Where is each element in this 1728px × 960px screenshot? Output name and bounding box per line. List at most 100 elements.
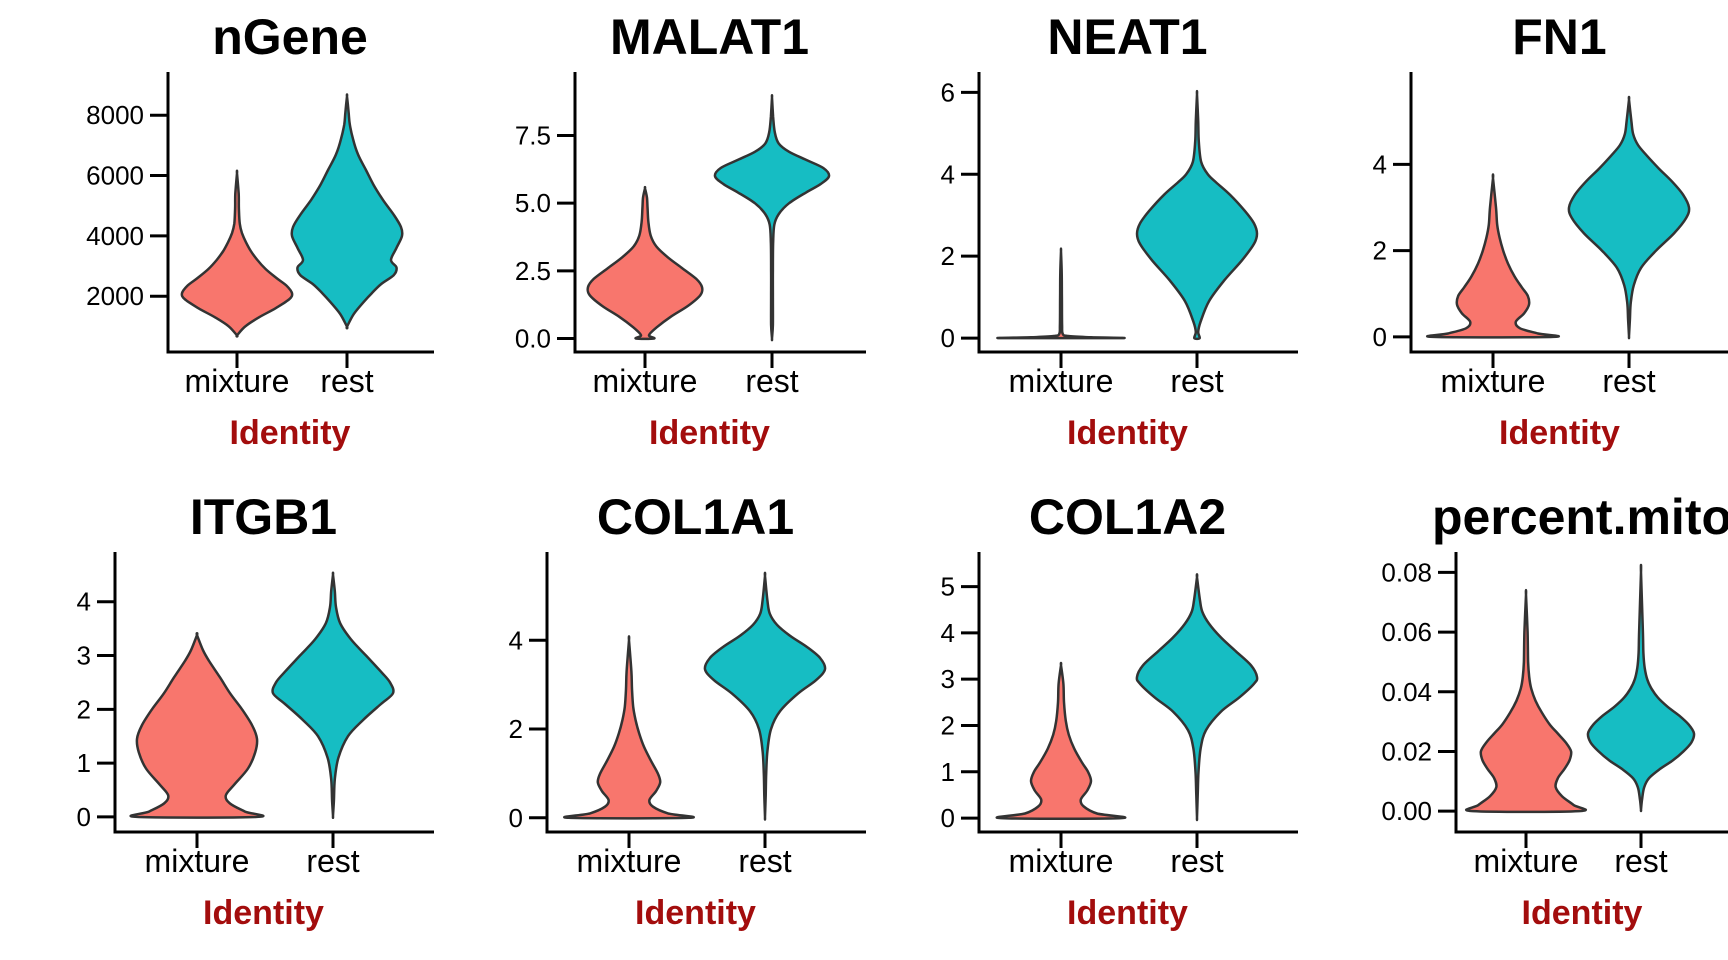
neat1-plot: NEAT1 0 2 4 6 mixture rest Identity	[941, 9, 1298, 452]
y-tick-label: 2	[77, 694, 91, 724]
x-tick-label: mixture	[1009, 363, 1114, 399]
violin-rest	[1135, 573, 1259, 822]
x-tick-label: rest	[1614, 843, 1667, 879]
y-tick-label: 0	[77, 802, 91, 832]
panel-title: nGene	[212, 9, 368, 65]
y-tick-label: 3	[77, 641, 91, 671]
ngene-plot: nGene 2000 4000 6000 8000 mixture rest Identi…	[86, 9, 434, 452]
x-tick-label: rest	[1602, 363, 1655, 399]
violin-mixture	[180, 169, 294, 338]
x-axis-title: Identity	[649, 414, 770, 452]
x-tick-label: mixture	[185, 363, 290, 399]
panel-fn1: FN1 0 2 4 mixture rest Identity	[1296, 0, 1728, 480]
x-tick-label: mixture	[1441, 363, 1546, 399]
x-tick-label: rest	[320, 363, 373, 399]
y-tick-label: 0	[941, 803, 955, 833]
panel-percent-mito: percent.mito 0.00 0.02 0.04 0.06 0.08 mixture…	[1296, 480, 1728, 960]
y-tick-label: 1	[77, 748, 91, 778]
x-axis-title: Identity	[230, 414, 351, 452]
panel-neat1: NEAT1 0 2 4 6 mixture rest Identity	[864, 0, 1298, 480]
y-tick-label: 3	[941, 664, 955, 694]
panel-title: COL1A2	[1029, 489, 1226, 545]
violin-mixture	[1425, 173, 1561, 339]
plot-area: 0 2 4 6 mixture rest	[941, 72, 1298, 399]
col1a2-plot: COL1A2 0 1 2 3 4 5 mixture rest Identity	[941, 489, 1298, 932]
plot-area: 0.0 2.5 5.0 7.5 mixture rest	[515, 72, 866, 399]
panel-malat1: MALAT1 0.0 2.5 5.0 7.5 mixture rest Identity	[432, 0, 866, 480]
y-tick-label: 4	[1373, 149, 1387, 179]
y-tick-label: 4	[941, 159, 955, 189]
x-tick-label: mixture	[1474, 843, 1579, 879]
y-tick-label: 1	[941, 757, 955, 787]
plot-area: 0 1 2 3 4 mixture rest	[77, 552, 434, 879]
x-tick-label: mixture	[1009, 843, 1114, 879]
x-axis-title: Identity	[635, 894, 756, 932]
y-tick-label: 5.0	[515, 188, 551, 218]
x-axis-title: Identity	[1067, 414, 1188, 452]
y-tick-label: 0.06	[1381, 617, 1432, 647]
y-tick-label: 7.5	[515, 121, 551, 151]
x-tick-label: rest	[306, 843, 359, 879]
y-tick-label: 2	[509, 714, 523, 744]
violin-mixture	[563, 635, 695, 820]
x-tick-label: rest	[1170, 843, 1223, 879]
panel-title: MALAT1	[610, 9, 809, 65]
panel-title: percent.mito	[1432, 489, 1728, 545]
x-axis-title: Identity	[1499, 414, 1620, 452]
x-tick-label: mixture	[577, 843, 682, 879]
y-tick-label: 4	[509, 625, 523, 655]
violin-rest	[1586, 563, 1696, 813]
y-tick-label: 4	[941, 618, 955, 648]
plot-area: 0 1 2 3 4 5 mixture rest	[941, 552, 1298, 879]
y-tick-label: 0.02	[1381, 736, 1432, 766]
y-tick-label: 6000	[86, 161, 144, 191]
violin-mixture	[995, 661, 1127, 820]
violin-rest	[271, 571, 395, 820]
y-tick-label: 8000	[86, 100, 144, 130]
panel-itgb1: ITGB1 0 1 2 3 4 mixture rest Identity	[0, 480, 434, 960]
violin-mixture	[586, 185, 704, 341]
y-tick-label: 0.0	[515, 323, 551, 353]
y-tick-label: 2.5	[515, 256, 551, 286]
y-tick-label: 4000	[86, 221, 144, 251]
fn1-plot: FN1 0 2 4 mixture rest Identity	[1373, 9, 1728, 452]
panel-col1a1: COL1A1 0 2 4 mixture rest Identity	[432, 480, 866, 960]
panel-title: FN1	[1512, 9, 1606, 65]
panel-title: ITGB1	[190, 489, 337, 545]
plot-area: 0 2 4 mixture rest	[1373, 72, 1728, 399]
x-axis-title: Identity	[203, 894, 324, 932]
x-tick-label: mixture	[593, 363, 698, 399]
y-tick-label: 2	[941, 241, 955, 271]
y-tick-label: 0.04	[1381, 677, 1432, 707]
col1a1-plot: COL1A1 0 2 4 mixture rest Identity	[509, 489, 866, 932]
y-tick-label: 2	[1373, 236, 1387, 266]
y-tick-label: 0.08	[1381, 557, 1432, 587]
violin-rest	[703, 571, 827, 821]
panel-title: NEAT1	[1047, 9, 1207, 65]
panel-ngene: nGene 2000 4000 6000 8000 mixture rest Identi…	[0, 0, 434, 480]
y-tick-label: 4	[77, 587, 91, 617]
x-tick-label: rest	[738, 843, 791, 879]
violin-rest	[1135, 89, 1259, 341]
violin-rest	[290, 93, 404, 330]
x-axis-title: Identity	[1067, 894, 1188, 932]
malat1-plot: MALAT1 0.0 2.5 5.0 7.5 mixture rest Identity	[515, 9, 866, 452]
y-tick-label: 2	[941, 710, 955, 740]
x-tick-label: rest	[1170, 363, 1223, 399]
percent-mito-plot: percent.mito 0.00 0.02 0.04 0.06 0.08 mixture…	[1381, 489, 1728, 932]
y-tick-label: 0	[1373, 322, 1387, 352]
plot-area: 0.00 0.02 0.04 0.06 0.08 mixture rest	[1381, 552, 1728, 879]
y-tick-label: 2000	[86, 281, 144, 311]
x-axis-title: Identity	[1522, 894, 1643, 932]
y-tick-label: 5	[941, 572, 955, 602]
itgb1-plot: ITGB1 0 1 2 3 4 mixture rest Identity	[77, 489, 434, 932]
y-tick-label: 0	[941, 323, 955, 353]
x-tick-label: mixture	[145, 843, 250, 879]
violin-mixture	[129, 631, 265, 819]
violin-mixture	[996, 247, 1126, 340]
violin-mixture	[1465, 588, 1587, 814]
violin-rest	[1567, 95, 1691, 340]
y-tick-label: 0	[509, 803, 523, 833]
y-tick-label: 6	[941, 77, 955, 107]
